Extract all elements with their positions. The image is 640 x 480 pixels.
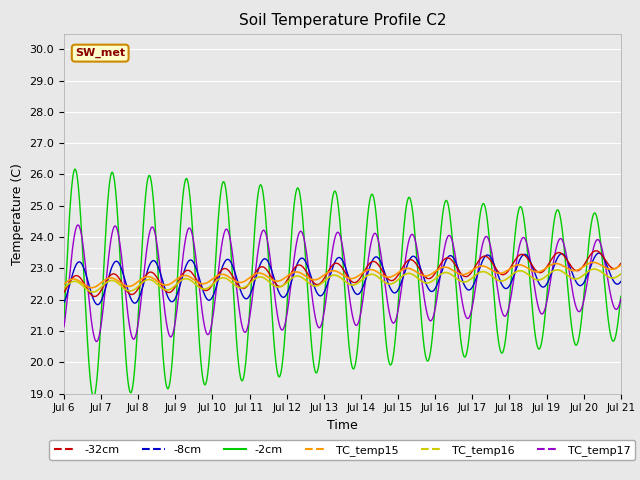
Y-axis label: Temperature (C): Temperature (C) (11, 163, 24, 264)
X-axis label: Time: Time (327, 419, 358, 432)
Legend: -32cm, -8cm, -2cm, TC_temp15, TC_temp16, TC_temp17: -32cm, -8cm, -2cm, TC_temp15, TC_temp16,… (49, 440, 636, 460)
Title: Soil Temperature Profile C2: Soil Temperature Profile C2 (239, 13, 446, 28)
Text: SW_met: SW_met (75, 48, 125, 58)
